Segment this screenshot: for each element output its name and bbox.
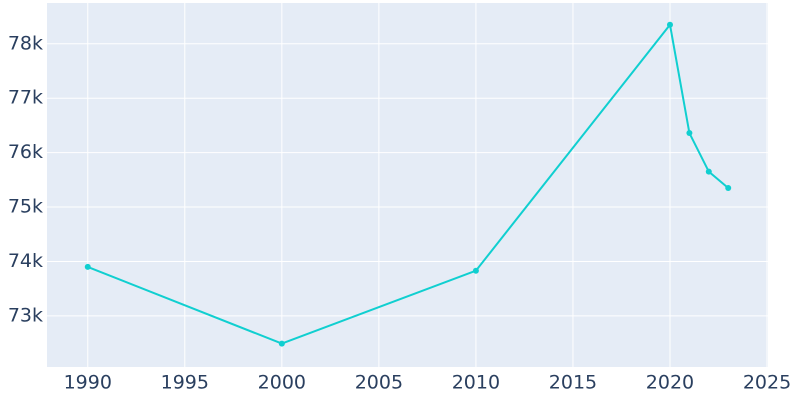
x-tick-label: 2010: [452, 372, 500, 394]
plot-area: [47, 3, 768, 367]
data-point: [725, 184, 732, 191]
x-tick-label: 1990: [64, 372, 112, 394]
x-tick-label: 2025: [743, 372, 791, 394]
data-point: [666, 21, 673, 28]
data-point: [278, 340, 285, 347]
y-tick-label: 77k: [8, 87, 43, 109]
y-tick-label: 78k: [8, 32, 43, 54]
x-tick-label: 2005: [355, 372, 403, 394]
data-point: [686, 130, 693, 137]
x-tick-label: 2015: [549, 372, 597, 394]
y-tick-label: 74k: [8, 250, 43, 272]
x-tick-label: 1995: [161, 372, 209, 394]
y-tick-label: 73k: [8, 304, 43, 326]
data-point: [472, 267, 479, 274]
x-tick-label: 2000: [258, 372, 306, 394]
data-point: [705, 168, 712, 175]
y-tick-label: 75k: [8, 196, 43, 218]
data-point: [84, 263, 91, 270]
y-tick-label: 76k: [8, 141, 43, 163]
x-tick-label: 2020: [646, 372, 694, 394]
